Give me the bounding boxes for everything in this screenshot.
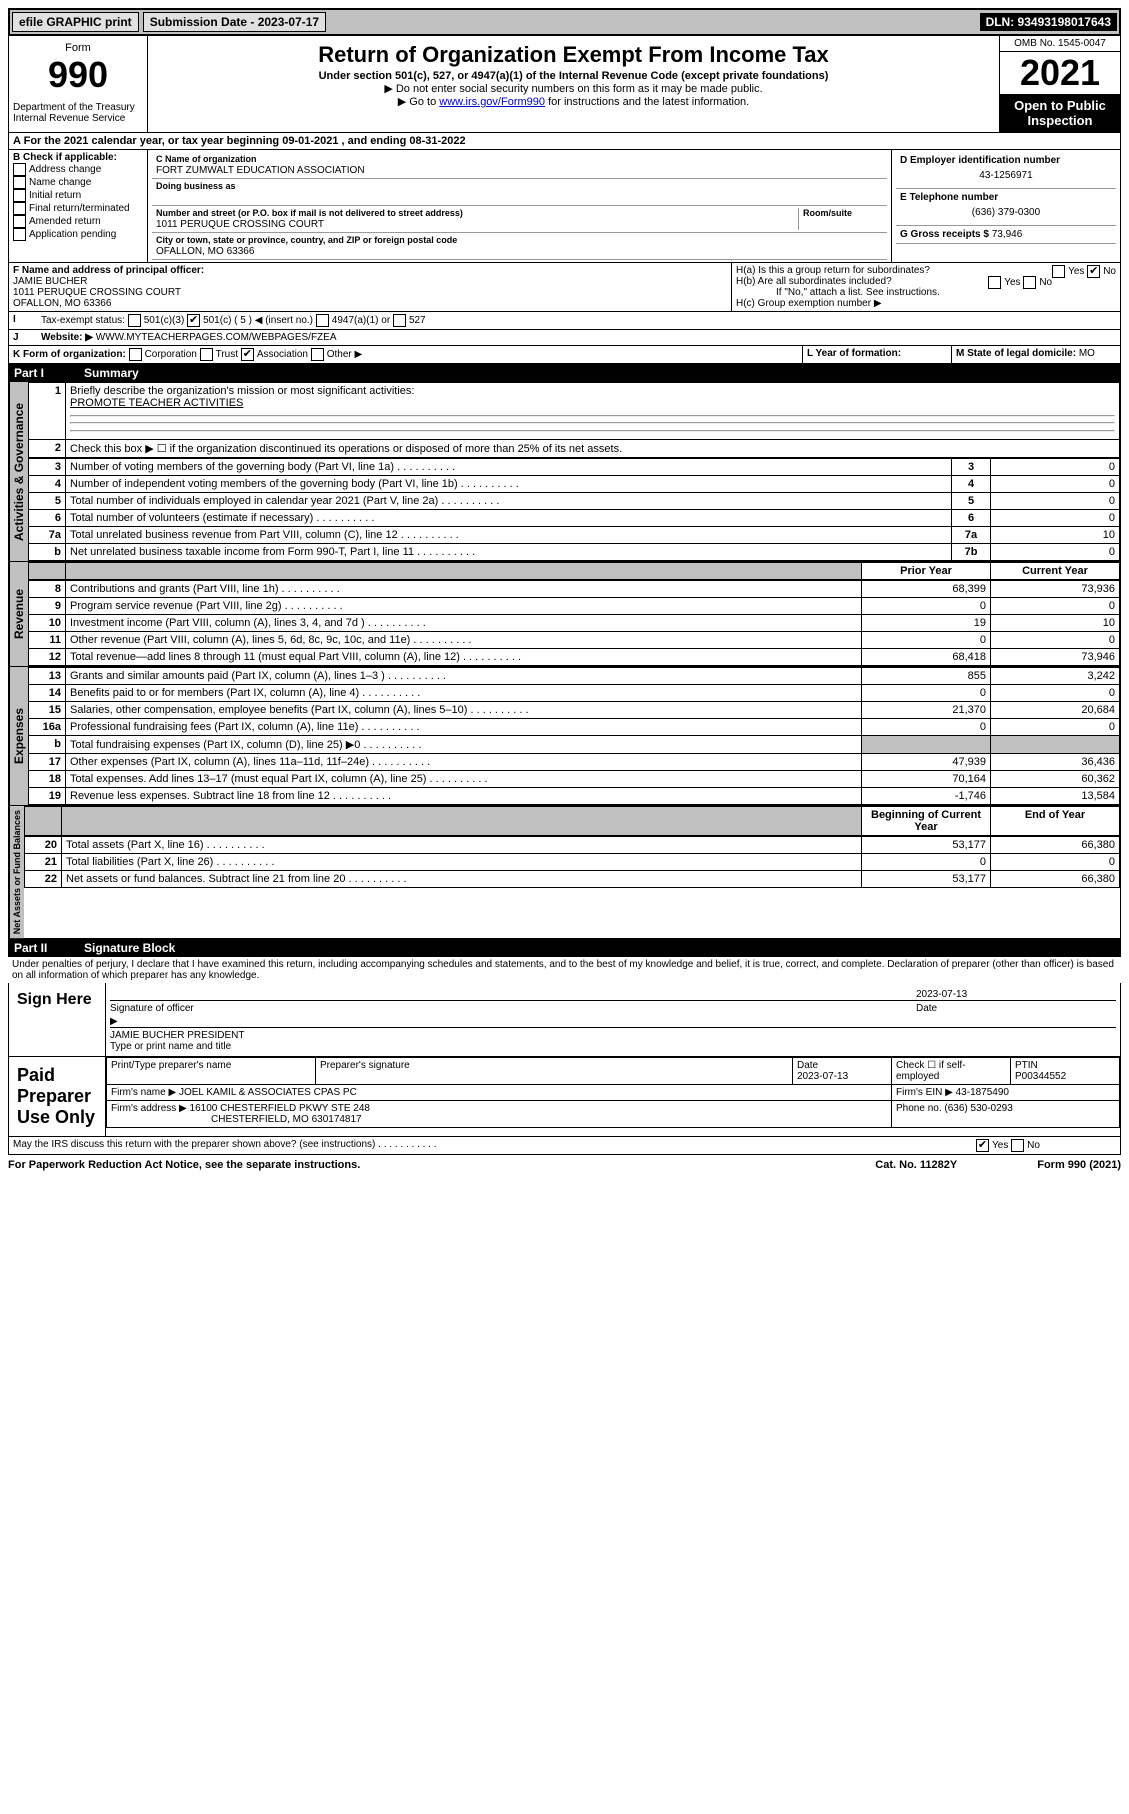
org-street: 1011 PERUQUE CROSSING COURT <box>156 219 324 230</box>
table-row: 20Total assets (Part X, line 16)53,17766… <box>25 837 1120 854</box>
table-row: 6Total number of volunteers (estimate if… <box>29 510 1120 527</box>
block-b-item: Amended return <box>13 215 143 228</box>
line-klm: K Form of organization: Corporation Trus… <box>8 346 1121 364</box>
block-b-item: Application pending <box>13 228 143 241</box>
penalty-text: Under penalties of perjury, I declare th… <box>8 957 1121 983</box>
page-footer: For Paperwork Reduction Act Notice, see … <box>8 1155 1121 1171</box>
table-row: 18Total expenses. Add lines 13–17 (must … <box>29 771 1120 788</box>
note-ssn: ▶ Do not enter social security numbers o… <box>152 82 995 95</box>
expenses-section: Expenses 13Grants and similar amounts pa… <box>8 667 1121 806</box>
paid-preparer-block: Paid Preparer Use Only Print/Type prepar… <box>8 1057 1121 1137</box>
table-row: bNet unrelated business taxable income f… <box>29 544 1120 561</box>
form-label: Form <box>65 42 91 54</box>
table-row: 13Grants and similar amounts paid (Part … <box>29 668 1120 685</box>
line-j: J Website: ▶ WWW.MYTEACHERPAGES.COM/WEBP… <box>8 330 1121 346</box>
netassets-section: Net Assets or Fund Balances Beginning of… <box>8 806 1121 939</box>
vert-netassets: Net Assets or Fund Balances <box>9 806 24 938</box>
part1-header: Part I Summary <box>8 364 1121 382</box>
phone-value: (636) 379-0300 <box>900 203 1112 222</box>
table-row: 22Net assets or fund balances. Subtract … <box>25 871 1120 888</box>
website-value: WWW.MYTEACHERPAGES.COM/WEBPAGES/FZEA <box>96 332 337 343</box>
table-row: 9Program service revenue (Part VIII, lin… <box>29 598 1120 615</box>
top-bar: efile GRAPHIC print Submission Date - 20… <box>8 8 1121 36</box>
block-b-label: B Check if applicable: <box>13 152 143 163</box>
sign-here-block: Sign Here 2023-07-13 Signature of office… <box>8 983 1121 1057</box>
table-row: 4Number of independent voting members of… <box>29 476 1120 493</box>
blocks-bcd: B Check if applicable: Address changeNam… <box>8 150 1121 263</box>
table-row: 16aProfessional fundraising fees (Part I… <box>29 719 1120 736</box>
omb-number: OMB No. 1545-0047 <box>1000 36 1120 52</box>
table-row: 8Contributions and grants (Part VIII, li… <box>29 581 1120 598</box>
blocks-fh: F Name and address of principal officer:… <box>8 263 1121 312</box>
table-row: 3Number of voting members of the governi… <box>29 459 1120 476</box>
vert-governance: Activities & Governance <box>9 382 28 561</box>
table-row: 19Revenue less expenses. Subtract line 1… <box>29 788 1120 805</box>
vert-revenue: Revenue <box>9 562 28 666</box>
mission-text: PROMOTE TEACHER ACTIVITIES <box>70 397 243 409</box>
table-row: 10Investment income (Part VIII, column (… <box>29 615 1120 632</box>
efile-button[interactable]: efile GRAPHIC print <box>12 12 139 32</box>
table-row: 14Benefits paid to or for members (Part … <box>29 685 1120 702</box>
tax-year: 2021 <box>1000 52 1120 94</box>
officer-printed-name: JAMIE BUCHER PRESIDENT <box>110 1030 1116 1041</box>
table-row: bTotal fundraising expenses (Part IX, co… <box>29 736 1120 754</box>
table-row: 11Other revenue (Part VIII, column (A), … <box>29 632 1120 649</box>
officer-name: JAMIE BUCHER <box>13 276 87 287</box>
governance-section: Activities & Governance 1Briefly describ… <box>8 382 1121 562</box>
line-i: I Tax-exempt status: 501(c)(3) 501(c) ( … <box>8 312 1121 330</box>
table-row: 5Total number of individuals employed in… <box>29 493 1120 510</box>
ein-value: 43-1256971 <box>900 166 1112 185</box>
gross-receipts: 73,946 <box>992 229 1023 240</box>
org-name: FORT ZUMWALT EDUCATION ASSOCIATION <box>156 165 365 176</box>
form-number: 990 <box>13 54 143 96</box>
block-b-item: Address change <box>13 163 143 176</box>
form-header: Form 990 Department of the Treasury Inte… <box>8 36 1121 133</box>
table-row: 7aTotal unrelated business revenue from … <box>29 527 1120 544</box>
block-b-item: Initial return <box>13 189 143 202</box>
form-title: Return of Organization Exempt From Incom… <box>152 42 995 68</box>
dept-treasury: Department of the Treasury Internal Reve… <box>13 102 143 124</box>
part2-header: Part II Signature Block <box>8 939 1121 957</box>
table-row: 15Salaries, other compensation, employee… <box>29 702 1120 719</box>
table-row: 21Total liabilities (Part X, line 26)00 <box>25 854 1120 871</box>
note-goto: ▶ Go to www.irs.gov/Form990 for instruct… <box>152 95 995 108</box>
block-b-item: Final return/terminated <box>13 202 143 215</box>
vert-expenses: Expenses <box>9 667 28 805</box>
irs-link[interactable]: www.irs.gov/Form990 <box>439 96 545 108</box>
org-city: OFALLON, MO 63366 <box>156 246 254 257</box>
submission-date-button[interactable]: Submission Date - 2023-07-17 <box>143 12 326 32</box>
may-irs-discuss: May the IRS discuss this return with the… <box>8 1137 1121 1155</box>
ptin-value: P00344552 <box>1015 1071 1066 1082</box>
table-row: 12Total revenue—add lines 8 through 11 (… <box>29 649 1120 666</box>
open-public-badge: Open to Public Inspection <box>1000 94 1120 132</box>
dln-label: DLN: 93493198017643 <box>980 13 1117 31</box>
revenue-section: Revenue Prior YearCurrent Year 8Contribu… <box>8 562 1121 667</box>
block-b-item: Name change <box>13 176 143 189</box>
table-row: 17Other expenses (Part IX, column (A), l… <box>29 754 1120 771</box>
form-subtitle: Under section 501(c), 527, or 4947(a)(1)… <box>152 70 995 82</box>
line-a: A For the 2021 calendar year, or tax yea… <box>8 133 1121 150</box>
firm-name: JOEL KAMIL & ASSOCIATES CPAS PC <box>179 1087 357 1098</box>
